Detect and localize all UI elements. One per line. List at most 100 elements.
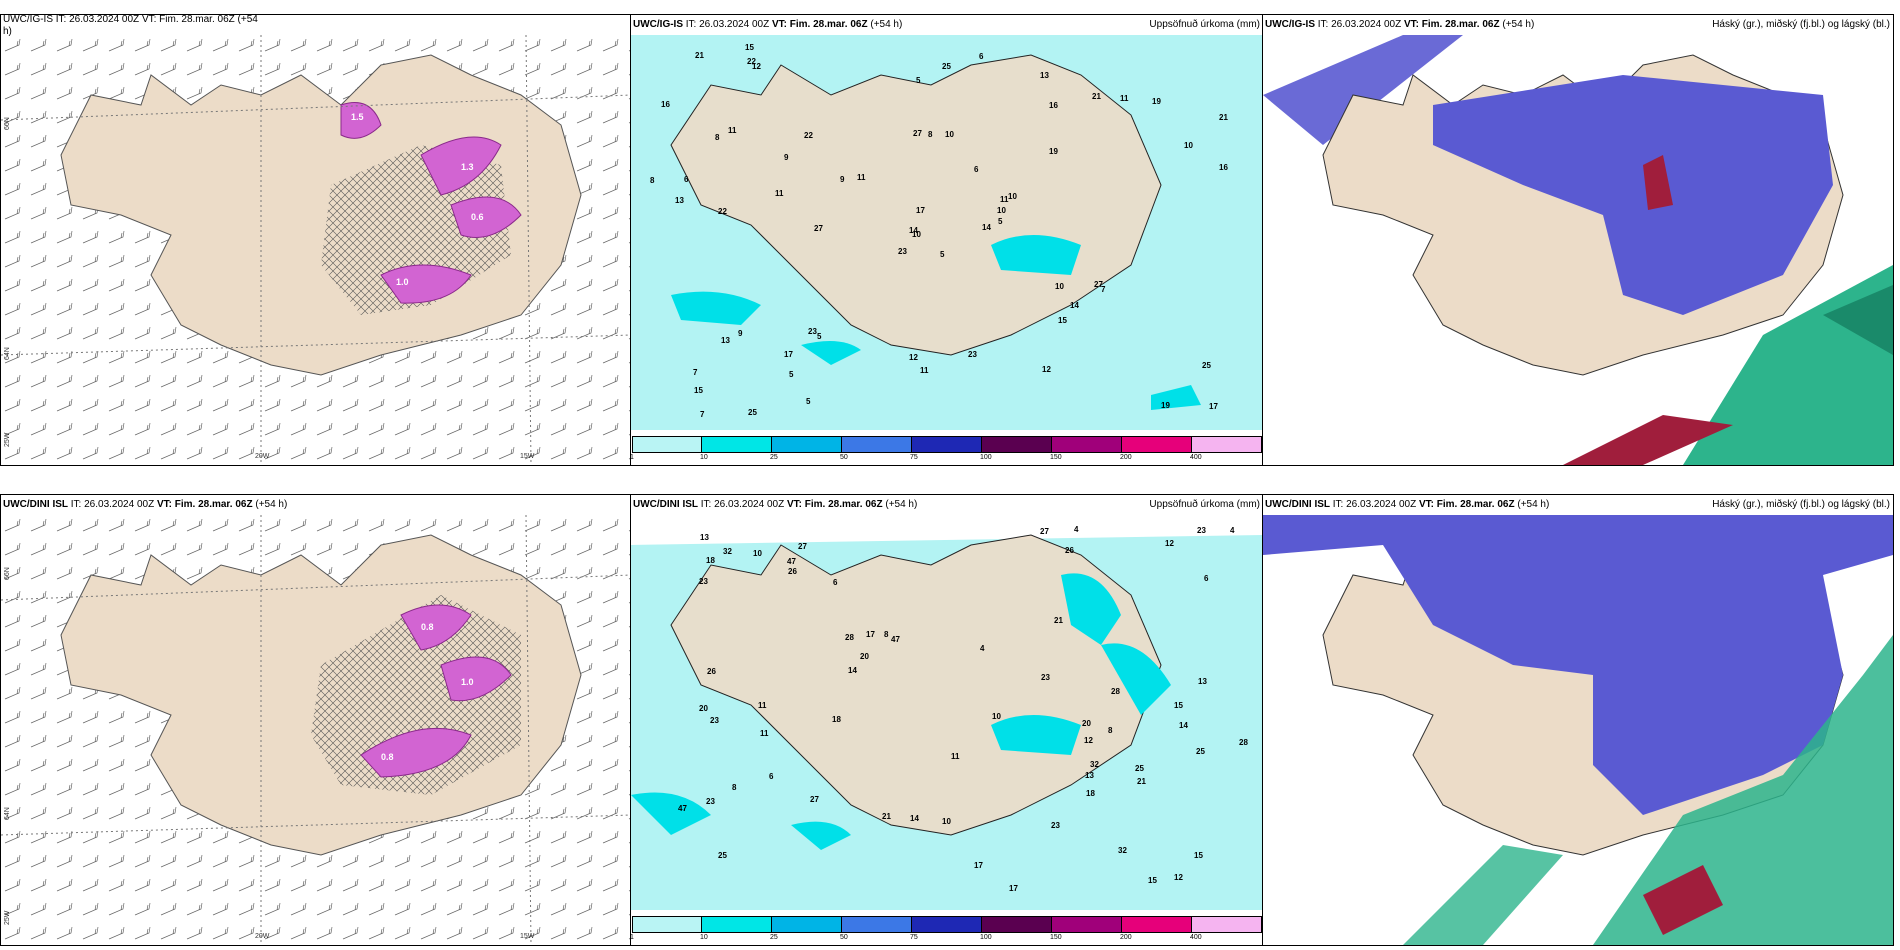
precip-value-label: 14 — [982, 223, 991, 232]
precip-value-label: 10 — [1008, 192, 1017, 201]
precip-value-label: 11 — [758, 701, 767, 710]
precip-colorbar: 1 10 25 50 75 100 150 200 400 — [630, 916, 1262, 942]
lon-label-20: 20W — [255, 933, 270, 940]
svg-text:1.3: 1.3 — [461, 162, 474, 172]
panel-top-left-wind-snow: UWC/IG-IS IT: 26.03.2024 00Z VT: Fim. 28… — [0, 14, 632, 466]
svg-text:1.0: 1.0 — [461, 677, 474, 687]
panel-title: UWC/DINI ISL IT: 26.03.2024 00Z VT: Fim.… — [1, 495, 631, 515]
precip-value-label: 4 — [980, 644, 985, 653]
precip-value-label: 23 — [710, 716, 719, 725]
colorbar-cell — [632, 436, 702, 453]
precip-value-label: 5 — [998, 217, 1003, 226]
colorbar-label: 1 — [630, 934, 634, 941]
precip-value-label: 12 — [1174, 873, 1183, 882]
precip-value-label: 26 — [788, 567, 797, 576]
precip-value-label: 8 — [650, 176, 655, 185]
precip-value-label: 10 — [942, 817, 951, 826]
precip-value-label: 8 — [732, 783, 737, 792]
precip-value-label: 22 — [747, 57, 756, 66]
lon-label-25: 25W — [4, 432, 11, 447]
colorbar-frame — [632, 436, 1262, 453]
precip-value-label: 6 — [1204, 574, 1209, 583]
precip-value-label: 4 — [1230, 526, 1235, 535]
colorbar-label: 75 — [910, 934, 918, 941]
precip-value-label: 23 — [699, 577, 708, 586]
panel-title-continuation: h) — [3, 26, 12, 37]
precip-value-label: 25 — [1202, 361, 1211, 370]
colorbar-cell — [982, 436, 1052, 453]
precip-colorbar: 1 10 25 50 75 100 150 200 400 — [631, 436, 1262, 462]
precip-value-label: 10 — [997, 206, 1006, 215]
precip-value-label: 11 — [775, 189, 784, 198]
panel-bottom-left-wind-snow: UWC/DINI ISL IT: 26.03.2024 00Z VT: Fim.… — [0, 494, 632, 946]
lon-label-15: 15W — [520, 453, 535, 460]
colorbar-label: 150 — [1050, 934, 1062, 941]
precip-value-label: 16 — [1049, 101, 1058, 110]
precip-value-label: 8 — [884, 630, 889, 639]
precip-value-label: 27 — [1040, 527, 1049, 536]
lat-label-64: 64N — [4, 807, 11, 820]
precip-value-label: 15 — [694, 386, 703, 395]
precip-value-label: 21 — [695, 51, 704, 60]
colorbar-cell — [912, 436, 982, 453]
precip-value-label: 27 — [798, 542, 807, 551]
panel-title: UWC/IG-IS IT: 26.03.2024 00Z VT: Fim. 28… — [1, 15, 631, 27]
wind-barb-map: 1.0 1.3 0.6 1.5 — [1, 35, 631, 465]
precip-value-label: 16 — [1219, 163, 1228, 172]
precip-value-label: 10 — [992, 712, 1001, 721]
precip-value-label: 8 — [715, 133, 720, 142]
precip-value-label: 17 — [916, 206, 925, 215]
precip-value-label: 17 — [866, 630, 875, 639]
colorbar-cell — [1122, 436, 1192, 453]
precip-value-label: 13 — [675, 196, 684, 205]
precip-value-label: 14 — [909, 226, 918, 235]
panel-top-mid-precip: UWC/IG-IS IT: 26.03.2024 00Z VT: Fim. 28… — [630, 14, 1264, 466]
precip-value-label: 7 — [1101, 285, 1106, 294]
precip-value-label: 23 — [898, 247, 907, 256]
precip-value-label: 22 — [804, 131, 813, 140]
precip-value-label: 25 — [748, 408, 757, 417]
wind-barb-map: 0.8 0.8 1.0 — [1, 515, 631, 945]
colorbar-label: 150 — [1050, 454, 1062, 461]
precip-value-label: 5 — [806, 397, 811, 406]
field-name: Háský (gr.), miðský (fj.bl.) og lágský (… — [1712, 499, 1890, 510]
precip-value-label: 7 — [693, 368, 698, 377]
precip-value-label: 25 — [718, 851, 727, 860]
precip-value-label: 12 — [1042, 365, 1051, 374]
colorbar-cell — [912, 916, 982, 933]
field-name: Uppsöfnuð úrkoma (mm) — [1149, 499, 1260, 510]
precip-value-label: 12 — [1084, 736, 1093, 745]
precip-value-label: 23 — [1051, 821, 1060, 830]
precip-value-label: 17 — [1009, 884, 1018, 893]
precip-value-label: 15 — [745, 43, 754, 52]
precip-value-label: 11 — [1000, 195, 1009, 204]
precip-value-label: 23 — [1197, 526, 1206, 535]
precip-map: 1214252747322326281723201815211311108641… — [631, 515, 1263, 910]
field-name: Uppsöfnuð úrkoma (mm) — [1149, 19, 1260, 30]
cloud-map — [1263, 515, 1893, 945]
precip-value-label: 10 — [1055, 282, 1064, 291]
colorbar-label: 100 — [980, 934, 992, 941]
precip-value-label: 27 — [810, 795, 819, 804]
precip-value-label: 8 — [928, 130, 933, 139]
precip-value-label: 11 — [728, 126, 737, 135]
colorbar-cell — [1052, 916, 1122, 933]
precip-value-label: 23 — [968, 350, 977, 359]
precip-value-label: 27 — [913, 129, 922, 138]
panel-title: UWC/IG-IS IT: 26.03.2024 00Z VT: Fim. 28… — [1263, 15, 1893, 35]
precip-value-label: 15 — [1058, 316, 1067, 325]
precip-value-label: 23 — [706, 797, 715, 806]
precip-value-label: 17 — [784, 350, 793, 359]
precip-value-label: 23 — [1041, 673, 1050, 682]
precip-value-label: 21 — [1092, 92, 1101, 101]
precip-value-label: 5 — [817, 332, 822, 341]
precip-value-label: 21 — [1219, 113, 1228, 122]
precip-value-label: 6 — [833, 578, 838, 587]
precip-value-label: 28 — [1111, 687, 1120, 696]
precip-value-label: 47 — [891, 635, 900, 644]
panel-top-right-clouds: UWC/IG-IS IT: 26.03.2024 00Z VT: Fim. 28… — [1262, 14, 1894, 466]
iceland-land — [60, 54, 582, 376]
precip-value-label: 21 — [1137, 777, 1146, 786]
precip-value-label: 32 — [723, 547, 732, 556]
field-name: Háský (gr.), miðský (fj.bl.) og lágský (… — [1712, 19, 1890, 30]
